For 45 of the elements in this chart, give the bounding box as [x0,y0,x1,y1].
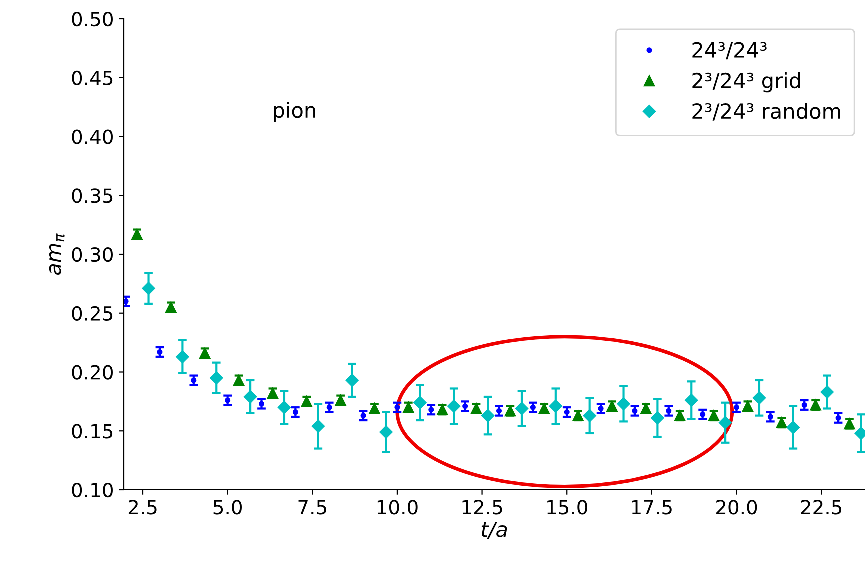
y-tick-label: 0.50 [72,12,113,27]
point [380,426,393,439]
point [820,386,834,399]
y-axis-title: am$_{π}$ [49,234,65,275]
point [617,397,630,411]
x-axis-title: t/a [482,522,508,540]
point [651,412,664,425]
point [685,394,698,408]
x-tick-label: 17.5 [632,500,672,515]
point [210,372,224,385]
legend-label: 2³/24³ grid [692,72,800,93]
x-tick-label: 22.5 [801,500,842,515]
legend-label: 24³/24³ [692,42,767,60]
point [583,409,596,422]
point [481,409,495,422]
y-tick-label: 0.30 [72,247,113,262]
y-tick-label: 0.40 [72,130,113,144]
y-tick-label: 0.20 [72,365,113,380]
point [278,400,292,414]
point [312,420,325,434]
point [718,416,732,430]
point [414,396,427,410]
y-tick-label: 0.15 [72,424,113,439]
x-tick-label: 12.5 [462,500,502,515]
point [515,402,529,416]
point [549,400,562,413]
x-tick-label: 15.0 [548,500,588,515]
y-tick-label: 0.45 [72,70,113,86]
point [176,350,190,364]
point [786,421,800,434]
point [346,374,359,388]
y-tick-label: 0.10 [72,482,113,498]
x-tick-label: 20.0 [716,500,758,515]
legend-label: 2³/24³ random [692,103,840,121]
x-tick-label: 2.5 [128,500,157,515]
x-tick-label: 7.5 [298,500,326,515]
point [142,282,156,296]
point [244,390,258,404]
y-tick-label: 0.25 [72,306,113,322]
annotation: pion [274,102,316,122]
x-tick-label: 5.0 [214,500,242,515]
y-tick-label: 0.35 [72,188,113,204]
point [448,400,461,413]
x-tick-label: 10.0 [378,500,418,515]
point [752,392,766,405]
